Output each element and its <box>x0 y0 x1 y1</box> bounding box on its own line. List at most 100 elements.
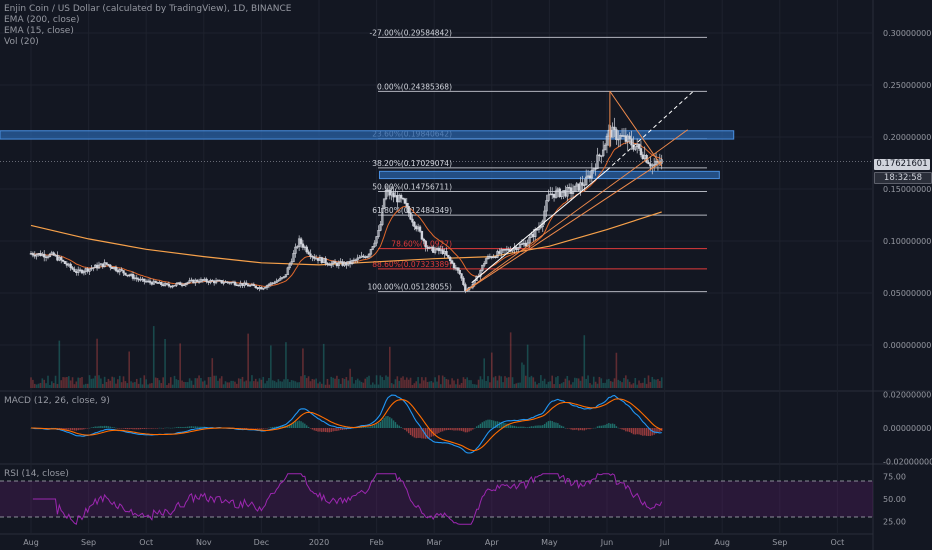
candle-body <box>398 194 401 203</box>
volume-bar <box>390 383 393 388</box>
volume-bar <box>207 377 210 388</box>
candle-body <box>252 284 256 287</box>
candle-body <box>288 263 291 269</box>
candle-body <box>494 256 497 258</box>
candle-body <box>620 135 624 137</box>
macd-histogram-bar <box>447 428 450 430</box>
volume-bar <box>160 383 163 388</box>
macd-histogram-bar <box>156 428 159 429</box>
macd-histogram-bar <box>143 428 146 429</box>
volume-bar <box>143 375 146 388</box>
candle-body <box>311 256 314 258</box>
macd-histogram-bar <box>171 427 174 429</box>
volume-bar <box>137 383 140 388</box>
volume-bar <box>649 382 652 388</box>
candle-body <box>579 182 582 191</box>
volume-bar <box>49 384 51 388</box>
macd-histogram-bar <box>596 426 599 428</box>
volume-bar <box>583 335 586 388</box>
candle-body <box>464 284 467 291</box>
candle-body <box>292 253 295 263</box>
volume-bar <box>642 382 644 388</box>
macd-histogram-bar <box>179 426 181 428</box>
volume-bar <box>151 383 153 388</box>
macd-histogram-bar <box>319 428 321 432</box>
candle-body <box>518 244 522 248</box>
candle-body <box>73 268 76 272</box>
candle-body <box>560 192 563 198</box>
candle-body <box>320 257 324 263</box>
macd-histogram-bar <box>98 426 100 428</box>
candle-body <box>262 287 265 290</box>
candle-body <box>131 274 135 279</box>
macd-histogram-bar <box>451 428 453 431</box>
candle-body <box>148 280 152 283</box>
x-tick-label: Nov <box>196 538 212 547</box>
candle-body <box>143 278 146 282</box>
signal-line <box>31 398 662 452</box>
volume-bar <box>122 376 125 388</box>
candle-body <box>577 183 580 191</box>
volume-bar <box>507 377 510 388</box>
candle-body <box>369 249 373 255</box>
volume-bar <box>200 378 202 388</box>
macd-histogram-bar <box>151 428 153 429</box>
volume-bar <box>570 384 572 388</box>
macd-histogram-bar <box>417 428 419 438</box>
trendline <box>609 90 663 167</box>
macd-histogram-bar <box>317 428 319 432</box>
candle-body <box>601 149 605 157</box>
candle-body <box>82 271 86 274</box>
volume-bar <box>643 377 646 388</box>
candle-body <box>528 237 531 244</box>
volume-bar <box>324 384 327 388</box>
macd-histogram-bar <box>649 428 652 436</box>
volume-bar <box>653 379 655 388</box>
macd-histogram-bar <box>69 428 72 431</box>
volume-bar <box>566 375 569 388</box>
candle-body <box>566 187 569 197</box>
volume-bar <box>288 381 291 388</box>
volume-bar <box>239 378 242 388</box>
volume-bar <box>64 377 66 388</box>
volume-bar <box>487 376 489 388</box>
macd-histogram-bar <box>536 425 538 428</box>
volume-bar <box>534 381 536 388</box>
macd-histogram-bar <box>566 428 569 429</box>
volume-bar <box>228 382 231 388</box>
candle-body <box>218 280 222 282</box>
volume-bar <box>543 378 546 388</box>
candle-body <box>201 279 205 281</box>
volume-bar <box>260 379 263 388</box>
macd-histogram-bar <box>247 428 249 429</box>
volume-bar <box>598 376 601 388</box>
volume-bar <box>179 343 181 388</box>
volume-bar <box>175 379 178 388</box>
volume-bar <box>466 377 469 388</box>
macd-histogram-bar <box>421 428 423 439</box>
candle-body <box>415 226 418 230</box>
volume-bar <box>226 382 229 388</box>
volume-bar <box>315 378 317 388</box>
macd-histogram-bar <box>162 428 164 429</box>
candle-body <box>182 284 186 286</box>
macd-histogram-bar <box>141 428 144 429</box>
macd-histogram-bar <box>194 426 196 428</box>
candle-body <box>590 169 594 179</box>
macd-histogram-bar <box>534 425 536 428</box>
volume-bar <box>86 383 89 388</box>
macd-histogram-bar <box>640 428 642 436</box>
volume-bar <box>524 375 527 388</box>
volume-bar <box>73 384 76 388</box>
volume-bar <box>302 348 304 388</box>
volume-bar <box>94 375 97 388</box>
x-tick-label: Aug <box>23 538 39 547</box>
candle-body <box>498 251 501 254</box>
macd-histogram-bar <box>377 423 380 428</box>
x-tick-label: Dec <box>254 538 269 547</box>
volume-bar <box>230 380 232 388</box>
volume-bar <box>256 381 259 388</box>
volume-bar <box>96 338 98 388</box>
macd-histogram-bar <box>560 425 563 428</box>
